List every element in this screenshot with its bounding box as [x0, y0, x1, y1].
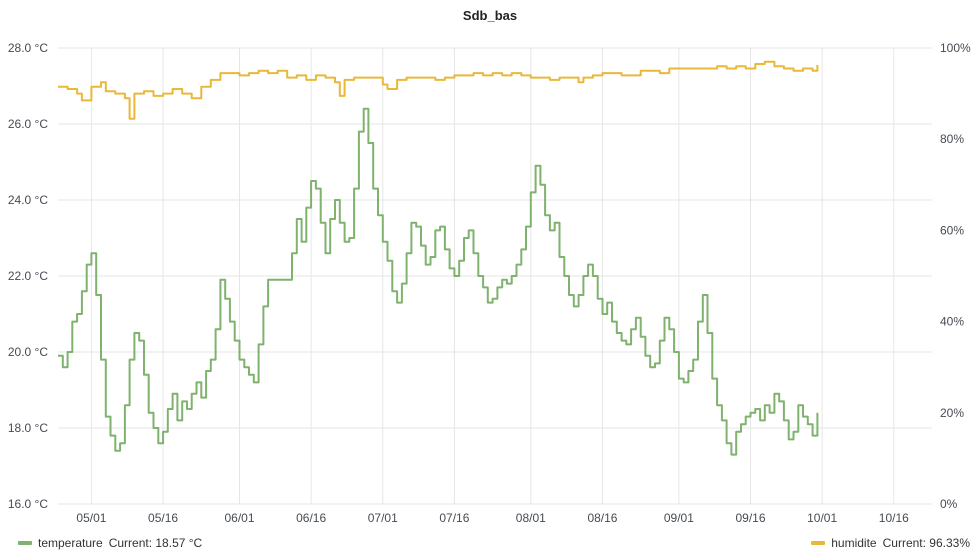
- x-axis: 05/01 05/16 06/01 06/16 07/01 07/16 08/01 08/16…: [76, 511, 909, 525]
- y-left-tick-label: 20.0 °C: [8, 345, 48, 359]
- x-tick-label: 05/16: [148, 511, 178, 525]
- x-tick-label: 06/16: [296, 511, 326, 525]
- x-tick-label: 06/01: [224, 511, 254, 525]
- y-right-tick-label: 80%: [940, 132, 964, 146]
- line-chart: 16.0 °C 18.0 °C 20.0 °C 22.0 °C 24.0 °C 26.0 …: [8, 41, 971, 525]
- y-left-tick-label: 26.0 °C: [8, 117, 48, 131]
- y-right-tick-label: 60%: [940, 223, 964, 237]
- legend-current-humidite: Current: 96.33%: [882, 536, 970, 550]
- y-left-tick-label: 16.0 °C: [8, 497, 48, 511]
- legend-label-temperature: temperature: [38, 536, 103, 550]
- y-right-tick-label: 0%: [940, 497, 958, 511]
- series-layer: [58, 60, 819, 456]
- y-left-tick-label: 24.0 °C: [8, 193, 48, 207]
- x-tick-label: 08/01: [516, 511, 546, 525]
- grid: [58, 47, 932, 505]
- y-right-tick-label: 20%: [940, 406, 964, 420]
- y-right-tick-label: 100%: [940, 41, 971, 55]
- y-axis-left: 16.0 °C 18.0 °C 20.0 °C 22.0 °C 24.0 °C 26.0 …: [8, 41, 48, 511]
- legend-item-humidite[interactable]: humidite Current: 96.33%: [811, 536, 970, 550]
- legend-swatch-humidite: [811, 541, 826, 545]
- x-tick-label: 10/16: [879, 511, 909, 525]
- y-left-tick-label: 28.0 °C: [8, 41, 48, 55]
- y-axis-right: 0% 20% 40% 60% 80% 100%: [940, 41, 971, 511]
- y-left-tick-label: 18.0 °C: [8, 421, 48, 435]
- x-tick-label: 09/16: [735, 511, 765, 525]
- legend-current-temperature: Current: 18.57 °C: [108, 536, 203, 550]
- chart-title: Sdb_bas: [462, 8, 518, 23]
- series-line-humidite: [58, 60, 819, 120]
- x-tick-label: 05/01: [76, 511, 106, 525]
- legend-item-temperature[interactable]: temperature Current: 18.57 °C: [18, 536, 202, 550]
- x-tick-label: 10/01: [807, 511, 837, 525]
- x-tick-label: 09/01: [664, 511, 694, 525]
- y-left-tick-label: 22.0 °C: [8, 269, 48, 283]
- legend-label-humidite: humidite: [831, 536, 877, 550]
- x-tick-label: 08/16: [587, 511, 617, 525]
- x-tick-label: 07/01: [368, 511, 398, 525]
- series-line-temperature: [58, 107, 819, 456]
- x-tick-label: 07/16: [439, 511, 469, 525]
- legend-swatch-temperature: [18, 541, 32, 545]
- y-right-tick-label: 40%: [940, 315, 964, 329]
